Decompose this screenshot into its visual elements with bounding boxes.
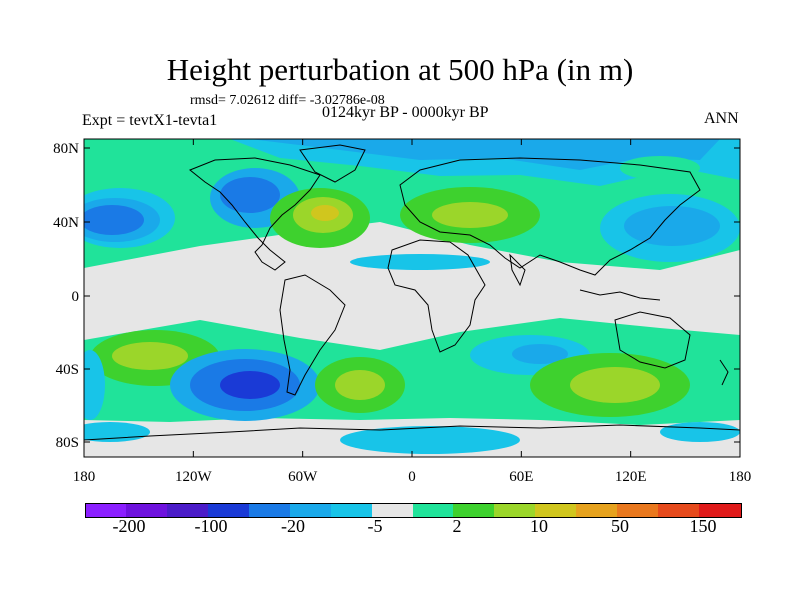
- coast-north-america: [189, 157, 321, 271]
- saus-high-core: [570, 367, 660, 403]
- asia-trough-core: [624, 206, 720, 246]
- plot-title: Height perturbation at 500 hPa (in m): [166, 52, 634, 87]
- lon-tick-label: 180: [73, 469, 96, 485]
- colorbar-swatch: [453, 503, 495, 518]
- natl-high-core: [311, 205, 339, 221]
- coast-australia: [614, 311, 691, 369]
- colorbar-swatch: [412, 503, 454, 518]
- coast-africa: [387, 239, 486, 353]
- experiment-label: Expt = tevtX1-tevta1: [82, 112, 218, 129]
- period-label: 0124kyr BP - 0000kyr BP: [322, 104, 489, 121]
- colorbar-swatch: [85, 503, 128, 518]
- lat-tick-label: 0: [72, 289, 80, 305]
- tropics-cyan-band: [350, 254, 490, 270]
- namer-low-core: [220, 177, 280, 213]
- colorbar-label: 10: [530, 516, 548, 536]
- lon-tick-label: 60E: [509, 469, 533, 485]
- coast-antarctica: [84, 424, 740, 441]
- colorbar-swatch: [576, 503, 618, 518]
- colorbar-label: -20: [281, 516, 305, 536]
- colorbar-swatch: [289, 503, 332, 518]
- colorbar-swatch: [371, 503, 413, 518]
- lon-tick-label: 0: [408, 469, 416, 485]
- colorbar-label: 150: [689, 516, 717, 536]
- lon-tick-label: 120E: [615, 469, 647, 485]
- coast-india: [509, 253, 526, 287]
- coast-new-zealand: [719, 359, 729, 386]
- coast-eurasia: [399, 157, 701, 276]
- colorbar-label: 2: [452, 516, 462, 536]
- colorbar-label: 50: [611, 516, 629, 536]
- colorbar-swatch: [494, 503, 536, 518]
- rmsd-stats: rmsd= 7.02612 diff= -3.02786e-08: [190, 93, 385, 108]
- antarctic-cyan-east: [660, 422, 740, 442]
- colorbar-swatch: [535, 503, 577, 518]
- npac-low-core: [84, 205, 144, 235]
- lat-tick-label: 40N: [53, 215, 79, 231]
- spac-high-core: [112, 342, 188, 370]
- coast-indonesia: [579, 289, 661, 301]
- coast-south-america: [279, 274, 346, 396]
- colorbar-swatch: [125, 503, 168, 518]
- lat-tick-label: 80N: [53, 141, 79, 157]
- lat-tick-label: 80S: [56, 435, 79, 451]
- antarctic-cyan: [340, 426, 520, 454]
- lat-tick-label: 40S: [56, 362, 79, 378]
- eurasia-high-core: [432, 202, 508, 228]
- coast-greenland: [299, 144, 366, 183]
- colorbar-swatch: [248, 503, 291, 518]
- satl-high-core: [335, 370, 385, 400]
- colorbar-swatch: [207, 503, 250, 518]
- colorbar-swatch: [330, 503, 373, 518]
- dateline-green-west: [84, 350, 105, 420]
- lon-tick-label: 60W: [288, 469, 318, 485]
- colorbar-swatch: [699, 503, 742, 518]
- latitude-axis: 80N 40N 0 40S 80S: [53, 141, 740, 451]
- antarctic-cyan-west: [84, 422, 150, 442]
- spac-low-core: [220, 371, 280, 399]
- colorbar-swatch: [617, 503, 659, 518]
- filled-contours: [84, 139, 740, 457]
- sind-low-core: [512, 344, 568, 364]
- season-label: ANN: [704, 110, 739, 127]
- coastlines: [84, 144, 740, 441]
- colorbar-label: -100: [194, 516, 228, 536]
- lon-tick-label: 120W: [175, 469, 213, 485]
- colorbar-label: -200: [112, 516, 146, 536]
- lon-tick-label: 180: [729, 469, 752, 485]
- colorbar-label: -5: [367, 516, 383, 536]
- colorbar-swatch: [166, 503, 209, 518]
- colorbar-swatch: [658, 503, 700, 518]
- longitude-axis: 180 120W 60W 0 60E 120E 180: [73, 139, 752, 485]
